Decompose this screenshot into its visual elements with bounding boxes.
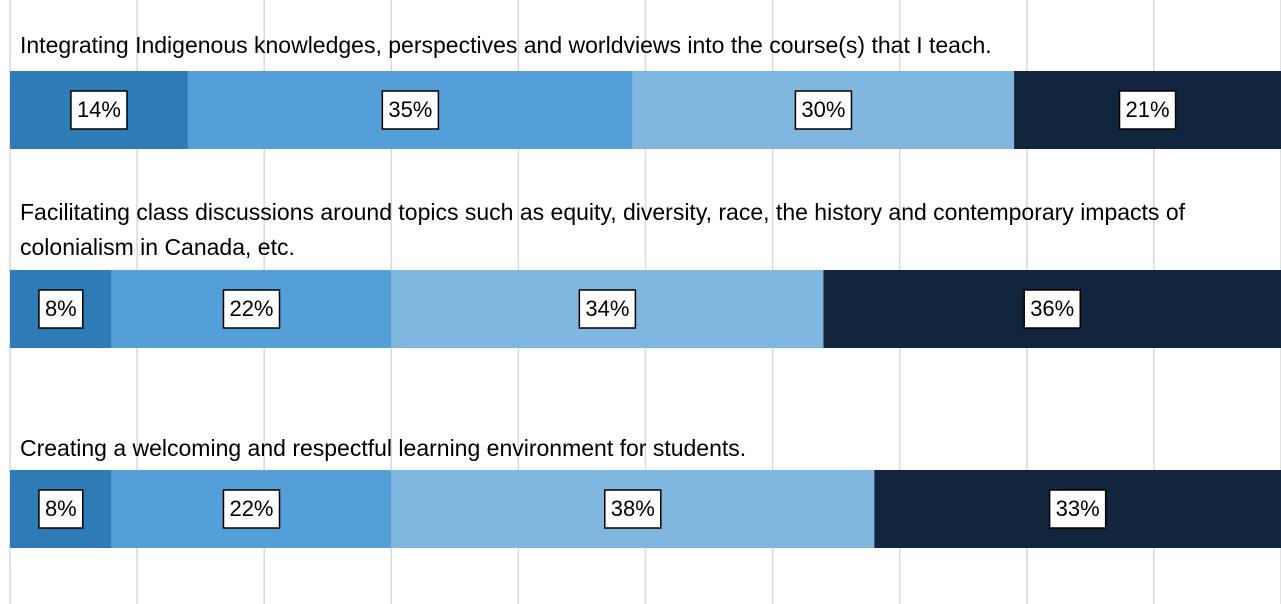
category-label: Integrating Indigenous knowledges, persp… — [20, 32, 992, 58]
data-label-box — [222, 289, 281, 329]
data-label: 36% — [1030, 296, 1074, 321]
data-label: 8% — [45, 496, 77, 521]
data-label-box — [38, 489, 84, 529]
data-label-box — [578, 289, 637, 329]
data-label-box — [381, 90, 440, 130]
data-label: 14% — [77, 97, 121, 122]
data-label-box — [70, 90, 128, 130]
data-label: 21% — [1126, 97, 1170, 122]
data-label-box — [1118, 90, 1177, 130]
data-label: 38% — [611, 496, 655, 521]
data-label: 22% — [229, 496, 273, 521]
data-label: 8% — [45, 296, 77, 321]
data-label: 34% — [585, 296, 629, 321]
data-label-box — [794, 90, 853, 130]
category-label: Creating a welcoming and respectful lear… — [20, 435, 747, 461]
data-label-box — [1048, 489, 1107, 529]
data-label: 22% — [229, 296, 273, 321]
data-label-box — [222, 489, 281, 529]
category-label: Facilitating class discussions around to… — [20, 199, 1186, 260]
data-label-box — [38, 289, 84, 329]
data-label: 30% — [801, 97, 845, 122]
data-label: 35% — [388, 97, 432, 122]
data-label: 33% — [1056, 496, 1100, 521]
data-label-box — [604, 489, 662, 529]
data-label-box — [1023, 289, 1081, 329]
